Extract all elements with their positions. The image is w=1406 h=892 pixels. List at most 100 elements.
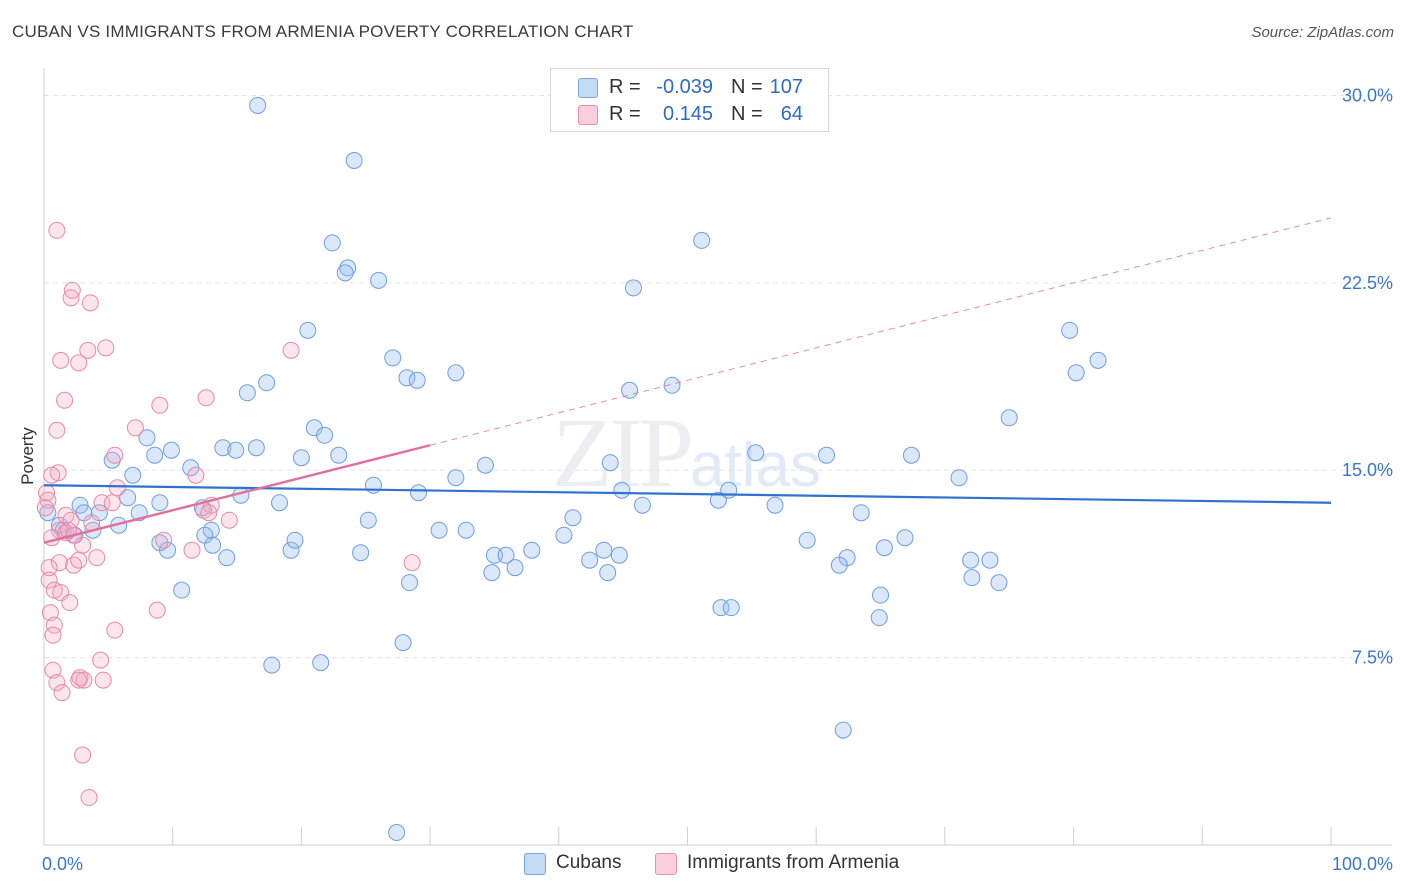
cubans-point [204,536,222,554]
cubans-point [124,466,142,484]
cubans-point [218,549,236,567]
cubans-point [830,556,848,574]
armenia-point [70,671,88,689]
cubans-point [896,529,914,547]
armenia-point [183,541,201,559]
cubans-point [722,599,740,617]
armenia-point [65,556,83,574]
cubans-point [610,546,628,564]
cubans-point [138,429,156,447]
cubans-point [173,581,191,599]
cubans-point [624,279,642,297]
cubans-point [852,504,870,522]
cubans-point [410,484,428,502]
cubans-point [247,439,265,457]
y-tick-label: 30.0% [1342,85,1393,105]
x-tick-label: 0.0% [42,854,83,874]
armenia-point [36,499,54,517]
armenia-point [88,549,106,567]
cubans-point [359,511,377,529]
x-tick-label: 100.0% [1332,854,1393,874]
armenia-point [92,651,110,669]
armenia-point [62,289,80,307]
chart-title: CUBAN VS IMMIGRANTS FROM ARMENIA POVERTY… [12,22,634,41]
cubans-point [872,586,890,604]
cubans-point [1067,364,1085,382]
armenia-point [74,746,92,764]
cubans-point [370,271,388,289]
cubans-point [249,96,267,114]
cubans-point [103,451,121,469]
legend-n-label: N = [731,76,763,98]
watermark: ZIPatlas [552,395,821,510]
armenia-point [59,521,77,539]
cubans-point [263,656,281,674]
cubans-point [214,439,232,457]
armenia-point [50,554,68,572]
legend-n-value: 64 [780,103,803,125]
armenia-point [53,684,71,702]
cubans-point [693,231,711,249]
cubans-point [709,491,727,509]
cubans-point [292,449,310,467]
cubans-point [950,469,968,487]
watermark-small: atlas [690,431,821,500]
armenia-point [81,294,99,312]
armenia-point [56,391,74,409]
armenia-point [151,396,169,414]
cubans-point [712,599,730,617]
cubans-point [299,321,317,339]
armenia-point [70,551,88,569]
cubans-point [238,384,256,402]
cubans-point [613,481,631,499]
cubans-point [286,531,304,549]
armenia-point [62,511,80,529]
armenia-point [40,571,58,589]
cubans-point [408,371,426,389]
armenia-point [97,339,115,357]
cubans-point [39,504,57,522]
source-label: Source: ZipAtlas.com [1251,24,1394,41]
armenia-point [155,531,173,549]
armenia-point [103,494,121,512]
cubans-point [663,376,681,394]
armenia-point [48,221,66,239]
cubans-point [316,426,334,444]
cubans-point [817,446,835,464]
armenia-point [148,601,166,619]
armenia-point [43,466,61,484]
cubans-point [595,541,613,559]
y-tick-label: 22.5% [1342,273,1393,293]
cubans-point [1000,409,1018,427]
legend-swatch-cubans [578,78,598,98]
armenia-point [197,389,215,407]
cubans-point [271,494,289,512]
armenia-point [48,421,66,439]
cubans-point [151,494,169,512]
cubans-point [336,264,354,282]
y-axis-title: Poverty [18,427,37,485]
cubans-point [1061,321,1079,339]
armenia-point [61,594,79,612]
armenia-trend-line [43,444,431,544]
cubans-point [601,454,619,472]
armenia-point [187,466,205,484]
cubans-point [485,546,503,564]
cubans-point [323,234,341,252]
cubans-point [483,564,501,582]
legend-row-armenia: R = 0.145 N = 64 [551,101,828,127]
armenia-point [80,789,98,807]
armenia-point [70,354,88,372]
cubans-point [834,721,852,739]
legend-r-label: R = [609,76,641,98]
cubans-point [555,526,573,544]
cubans-point [875,539,893,557]
cubans-point [564,509,582,527]
armenia-point [94,671,112,689]
cubans-point [633,496,651,514]
cubans-point [981,551,999,569]
bottom-legend-swatch-armenia [655,853,677,875]
cubans-point [506,559,524,577]
armenia-point [79,341,97,359]
